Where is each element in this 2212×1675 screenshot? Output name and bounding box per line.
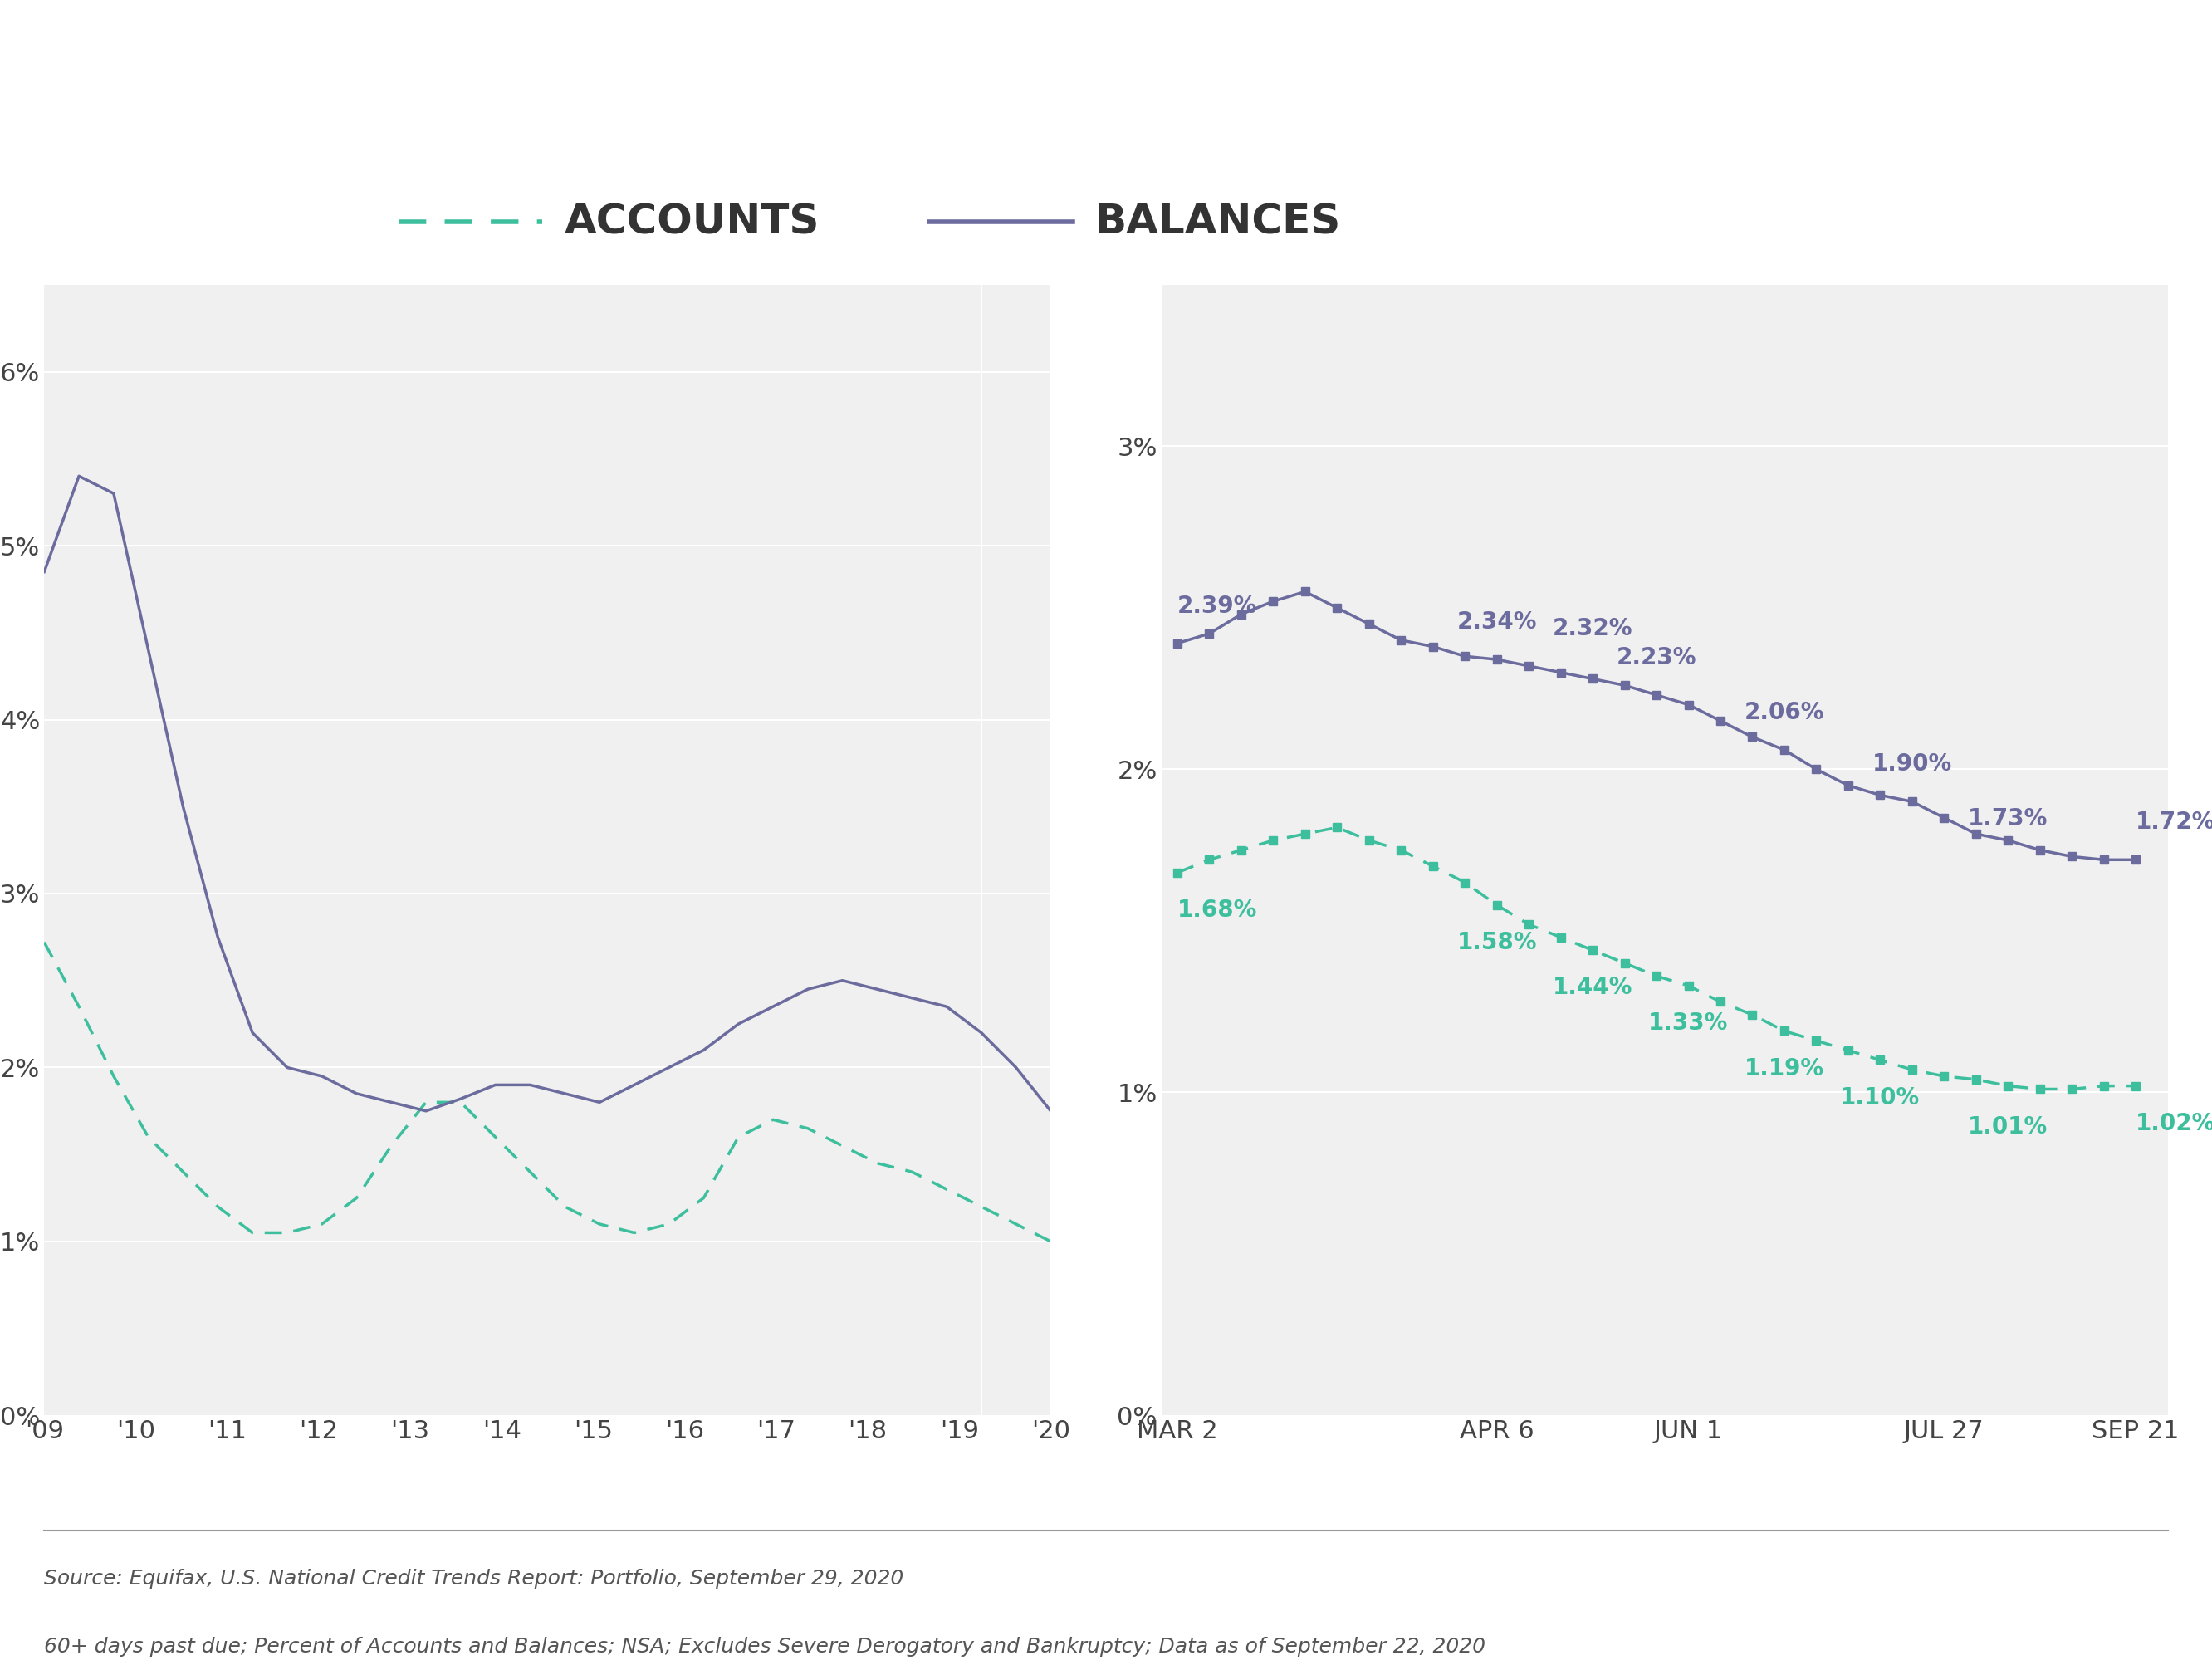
Text: Source: Equifax, U.S. National Credit Trends Report: Portfolio, September 29, 20: Source: Equifax, U.S. National Credit Tr… xyxy=(44,1569,905,1590)
Text: 1.58%: 1.58% xyxy=(1458,931,1537,955)
Text: 1.90%: 1.90% xyxy=(1871,752,1953,776)
Text: 1.73%: 1.73% xyxy=(1969,807,2048,831)
Text: 2.06%: 2.06% xyxy=(1745,700,1825,724)
Text: 1.19%: 1.19% xyxy=(1745,1057,1825,1080)
Text: SEVERE DELINQUENCY RATE — CREDIT CARDS (BANKCARD): SEVERE DELINQUENCY RATE — CREDIT CARDS (… xyxy=(66,69,2062,126)
Text: 1.72%: 1.72% xyxy=(2137,811,2212,834)
Text: ACCOUNTS: ACCOUNTS xyxy=(564,203,818,241)
Text: 1.33%: 1.33% xyxy=(1648,1012,1728,1035)
Text: 2.32%: 2.32% xyxy=(1553,616,1632,640)
Text: 1.68%: 1.68% xyxy=(1177,898,1256,921)
Text: 1.02%: 1.02% xyxy=(2137,1112,2212,1136)
Text: 2.23%: 2.23% xyxy=(1617,647,1697,668)
Text: BALANCES: BALANCES xyxy=(1095,203,1340,241)
Text: 1.10%: 1.10% xyxy=(1840,1085,1920,1109)
Text: 2.39%: 2.39% xyxy=(1177,595,1256,618)
Text: 1.01%: 1.01% xyxy=(1969,1116,2048,1139)
Text: 60+ days past due; Percent of Accounts and Balances; NSA; Excludes Severe Deroga: 60+ days past due; Percent of Accounts a… xyxy=(44,1636,1486,1657)
Text: 1.44%: 1.44% xyxy=(1553,977,1632,1000)
Text: 2.34%: 2.34% xyxy=(1458,610,1537,633)
